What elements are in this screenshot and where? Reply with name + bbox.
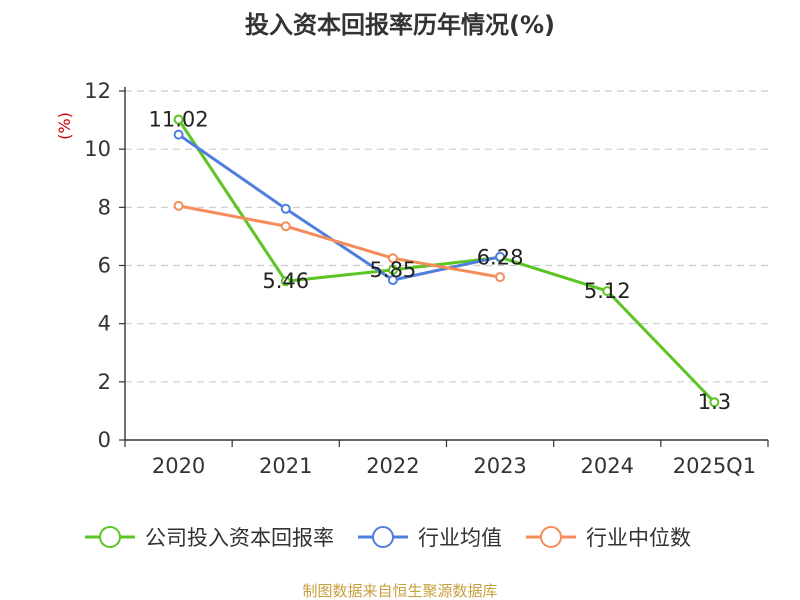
x-tick-label: 2022 bbox=[366, 454, 419, 478]
data-point bbox=[495, 272, 506, 283]
legend-swatch-marker bbox=[372, 526, 394, 548]
data-point bbox=[173, 114, 184, 125]
data-label: 11.02 bbox=[149, 108, 209, 132]
legend: 公司投入资本回报率 行业均值 行业中位数 bbox=[85, 526, 691, 550]
legend-label: 行业中位数 bbox=[586, 526, 691, 550]
series-line-0 bbox=[177, 118, 716, 404]
legend-label: 公司投入资本回报率 bbox=[145, 526, 334, 550]
data-point bbox=[173, 200, 184, 211]
legend-label: 行业均值 bbox=[418, 526, 502, 550]
legend-item-0: 公司投入资本回报率 bbox=[85, 526, 334, 550]
x-tick-label: 2021 bbox=[259, 454, 312, 478]
y-tick-label: 4 bbox=[98, 312, 111, 336]
y-tick-labels: 0 2 4 6 8 10 12 bbox=[84, 79, 111, 452]
data-point bbox=[602, 286, 613, 297]
y-tick-label: 10 bbox=[84, 137, 111, 161]
data-point bbox=[387, 253, 398, 264]
data-point bbox=[280, 276, 291, 287]
data-point bbox=[387, 264, 398, 275]
series-line-2 bbox=[178, 204, 501, 279]
x-tick-label: 2020 bbox=[152, 454, 205, 478]
data-point bbox=[280, 203, 291, 214]
data-label: 5.85 bbox=[370, 258, 417, 282]
y-tick-label: 6 bbox=[98, 254, 111, 278]
chart-title: 投入资本回报率历年情况(%) bbox=[245, 11, 555, 39]
x-tick-label: 2025Q1 bbox=[673, 454, 756, 478]
legend-swatch-marker bbox=[99, 526, 121, 548]
x-tick-labels: 2020 2021 2022 2023 2024 2025Q1 bbox=[152, 454, 756, 478]
data-point bbox=[280, 221, 291, 232]
x-tick-label: 2024 bbox=[581, 454, 634, 478]
data-point bbox=[709, 397, 720, 408]
data-labels-group: 11.02 5.46 5.85 6.28 5.12 1.3 bbox=[149, 108, 732, 415]
data-label: 1.3 bbox=[698, 390, 731, 414]
grid-lines bbox=[125, 90, 768, 383]
source-note: 制图数据来自恒生聚源数据库 bbox=[302, 582, 497, 600]
y-axis-label: (%) bbox=[55, 112, 74, 140]
series-group bbox=[173, 114, 720, 408]
y-tick-label: 8 bbox=[98, 195, 111, 219]
data-label: 5.12 bbox=[584, 279, 631, 303]
data-point bbox=[495, 251, 506, 262]
data-label: 6.28 bbox=[477, 245, 524, 269]
y-tick-label: 0 bbox=[98, 428, 111, 452]
axes bbox=[119, 87, 769, 447]
legend-swatch-marker bbox=[540, 526, 562, 548]
y-tick-label: 2 bbox=[98, 370, 111, 394]
data-label: 5.46 bbox=[262, 269, 309, 293]
legend-item-2: 行业中位数 bbox=[526, 526, 691, 550]
data-point bbox=[173, 129, 184, 140]
legend-item-1: 行业均值 bbox=[358, 526, 502, 550]
data-point bbox=[387, 275, 398, 286]
y-tick-label: 12 bbox=[84, 79, 111, 103]
x-tick-label: 2023 bbox=[473, 454, 526, 478]
